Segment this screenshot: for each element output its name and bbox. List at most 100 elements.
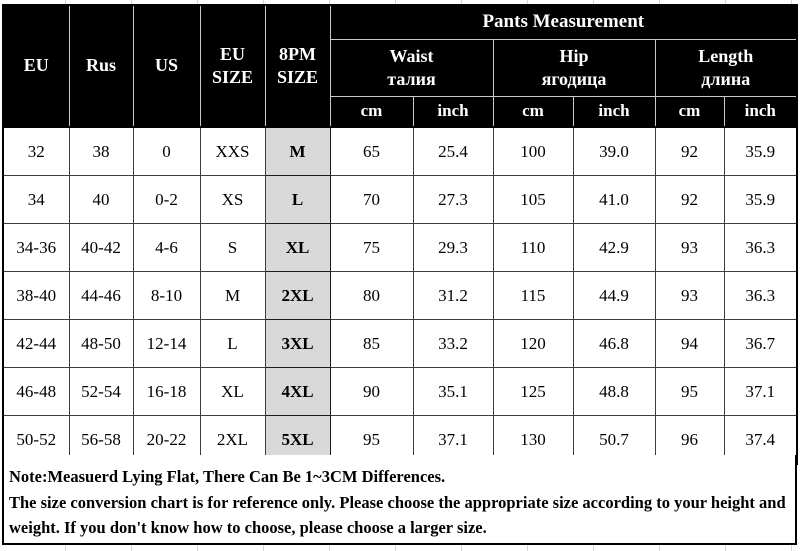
cell-eu_size: XL xyxy=(199,367,266,416)
cell-waist_inch: 27.3 xyxy=(412,175,494,224)
cell-us: 0 xyxy=(132,126,201,176)
cell-waist_cm: 70 xyxy=(329,175,414,224)
cell-length_inch: 37.1 xyxy=(723,367,798,416)
cell-hip_inch: 41.0 xyxy=(572,175,656,224)
cell-length_cm: 95 xyxy=(654,367,725,416)
cell-us: 8-10 xyxy=(132,271,201,320)
cell-length_cm: 94 xyxy=(654,319,725,368)
cell-size_8pm: L xyxy=(264,175,331,224)
table-row: 34-36 40-42 4-6 S XL 75 29.3 110 42.9 93 36.3 xyxy=(2,223,798,272)
size-table-body: 32 38 0 XXS M 65 25.4 100 39.0 92 35.9 34 40 0-2 XS L 70… xyxy=(2,126,798,465)
cell-eu_size: S xyxy=(199,223,266,272)
size-table-wrap: EU Rus US EU SIZE 8PM SIZE Pants Measure… xyxy=(2,4,799,465)
cell-eu: 42-44 xyxy=(2,319,70,368)
cell-eu_size: XXS xyxy=(199,126,266,176)
cell-rus: 38 xyxy=(68,126,134,176)
cell-length_inch: 36.3 xyxy=(723,271,798,320)
cell-hip_inch: 46.8 xyxy=(572,319,656,368)
group-header-hip: Hip ягодица xyxy=(492,39,656,97)
cell-hip_inch: 44.9 xyxy=(572,271,656,320)
cell-size_8pm: M xyxy=(264,126,331,176)
cell-size_8pm: 3XL xyxy=(264,319,331,368)
cell-waist_cm: 65 xyxy=(329,126,414,176)
cell-hip_cm: 125 xyxy=(492,367,574,416)
cell-length_cm: 92 xyxy=(654,175,725,224)
table-row: 34 40 0-2 XS L 70 27.3 105 41.0 92 35.9 xyxy=(2,175,798,224)
cell-length_cm: 93 xyxy=(654,271,725,320)
table-row: 38-40 44-46 8-10 M 2XL 80 31.2 115 44.9 93 36.3 xyxy=(2,271,798,320)
cell-length_inch: 35.9 xyxy=(723,126,798,176)
header-row-units: cm inch cm inch cm inch xyxy=(3,96,798,128)
cell-length_cm: 93 xyxy=(654,223,725,272)
cell-eu: 38-40 xyxy=(2,271,70,320)
cell-length_inch: 36.7 xyxy=(723,319,798,368)
cell-hip_cm: 120 xyxy=(492,319,574,368)
unit-header-length-cm: cm xyxy=(654,96,725,128)
cell-waist_cm: 80 xyxy=(329,271,414,320)
cell-rus: 48-50 xyxy=(68,319,134,368)
cell-size_8pm: 2XL xyxy=(264,271,331,320)
col-header-eu: EU xyxy=(2,4,70,128)
table-header: EU Rus US EU SIZE 8PM SIZE Pants Measure… xyxy=(2,4,798,128)
cell-length_inch: 35.9 xyxy=(723,175,798,224)
cell-hip_cm: 110 xyxy=(492,223,574,272)
note-line-1: Note:Measuerd Lying Flat, There Can Be 1… xyxy=(9,467,446,486)
unit-header-hip-cm: cm xyxy=(492,96,574,128)
cell-eu: 34-36 xyxy=(2,223,70,272)
cell-rus: 40 xyxy=(68,175,134,224)
cell-eu: 34 xyxy=(2,175,70,224)
cell-eu: 32 xyxy=(2,126,70,176)
col-header-us: US xyxy=(132,4,201,128)
note-line-2: The size conversion chart is for referen… xyxy=(9,492,786,538)
header-row-title: EU Rus US EU SIZE 8PM SIZE Pants Measure… xyxy=(2,4,798,128)
table-row: 46-48 52-54 16-18 XL 4XL 90 35.1 125 48.8 95 37.1 xyxy=(2,367,798,416)
cell-length_inch: 36.3 xyxy=(723,223,798,272)
cell-size_8pm: 4XL xyxy=(264,367,331,416)
cell-waist_inch: 35.1 xyxy=(412,367,494,416)
cell-waist_cm: 75 xyxy=(329,223,414,272)
cell-waist_inch: 29.3 xyxy=(412,223,494,272)
excel-gridline-strip-bottom xyxy=(0,545,800,551)
cell-waist_cm: 90 xyxy=(329,367,414,416)
cell-eu_size: M xyxy=(199,271,266,320)
size-conversion-table: EU Rus US EU SIZE 8PM SIZE Pants Measure… xyxy=(2,4,799,465)
cell-us: 0-2 xyxy=(132,175,201,224)
table-row: 32 38 0 XXS M 65 25.4 100 39.0 92 35.9 xyxy=(2,126,798,176)
cell-hip_inch: 48.8 xyxy=(572,367,656,416)
cell-hip_inch: 39.0 xyxy=(572,126,656,176)
cell-waist_cm: 85 xyxy=(329,319,414,368)
header-row-groups: Waist талия Hip ягодица Length длина xyxy=(3,39,798,97)
cell-hip_cm: 100 xyxy=(492,126,574,176)
cell-waist_inch: 31.2 xyxy=(412,271,494,320)
unit-header-hip-inch: inch xyxy=(572,96,656,128)
excel-gridline-strip-top xyxy=(0,0,800,4)
cell-eu_size: L xyxy=(199,319,266,368)
col-header-eu-size: EU SIZE xyxy=(199,4,266,128)
cell-size_8pm: XL xyxy=(264,223,331,272)
pants-measurement-title: Pants Measurement xyxy=(329,4,798,40)
cell-us: 16-18 xyxy=(132,367,201,416)
unit-header-waist-inch: inch xyxy=(412,96,494,128)
cell-eu: 46-48 xyxy=(2,367,70,416)
cell-rus: 40-42 xyxy=(68,223,134,272)
col-header-rus: Rus xyxy=(68,4,134,128)
cell-rus: 52-54 xyxy=(68,367,134,416)
table-row: 42-44 48-50 12-14 L 3XL 85 33.2 120 46.8 94 36.7 xyxy=(2,319,798,368)
col-header-8pm-size: 8PM SIZE xyxy=(264,4,331,128)
cell-rus: 44-46 xyxy=(68,271,134,320)
cell-hip_cm: 115 xyxy=(492,271,574,320)
cell-hip_inch: 42.9 xyxy=(572,223,656,272)
note-box: Note:Measuerd Lying Flat, There Can Be 1… xyxy=(2,455,797,545)
group-header-length: Length длина xyxy=(654,39,798,97)
cell-waist_inch: 25.4 xyxy=(412,126,494,176)
cell-length_cm: 92 xyxy=(654,126,725,176)
cell-eu_size: XS xyxy=(199,175,266,224)
unit-header-waist-cm: cm xyxy=(329,96,414,128)
group-header-waist: Waist талия xyxy=(329,39,494,97)
cell-us: 12-14 xyxy=(132,319,201,368)
cell-hip_cm: 105 xyxy=(492,175,574,224)
cell-us: 4-6 xyxy=(132,223,201,272)
unit-header-length-inch: inch xyxy=(723,96,798,128)
cell-waist_inch: 33.2 xyxy=(412,319,494,368)
